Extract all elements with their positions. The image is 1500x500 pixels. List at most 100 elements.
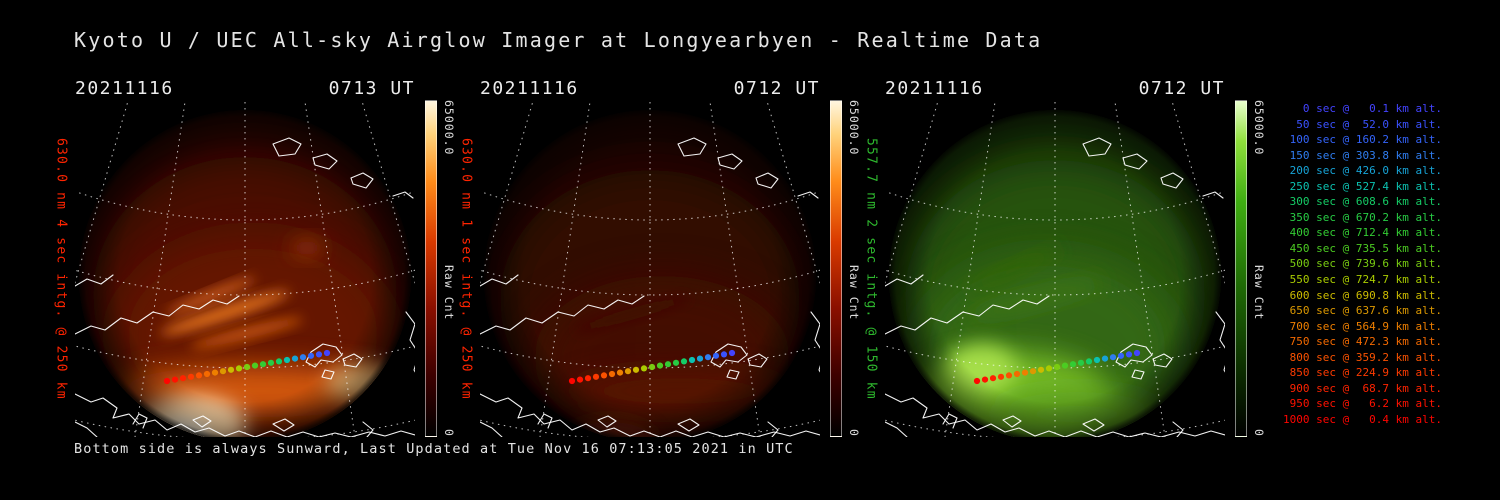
wavelength-label: 557.7 nm 2 sec intg. @ 150 km (861, 100, 881, 437)
wavelength-label: 630.0 nm 4 sec intg. @ 250 km (51, 100, 71, 437)
panel-date: 20211116 (480, 78, 579, 99)
colorbar (1235, 100, 1247, 437)
trajectory-dot (640, 365, 648, 372)
page-title: Kyoto U / UEC All-sky Airglow Imager at … (74, 28, 1043, 52)
trajectory-dot (203, 370, 211, 378)
trajectory-dot (275, 358, 283, 365)
trajectory-dot (1013, 370, 1021, 378)
trajectory-dot (720, 351, 728, 358)
trajectory-dot (227, 366, 235, 373)
trajectory-dot (1029, 368, 1037, 375)
trajectory-dot (211, 369, 219, 376)
trajectory-dot (171, 376, 179, 383)
allsky-image-630nm-4sec (75, 100, 415, 437)
colorbar-title: Raw Cnt (847, 264, 861, 320)
legend-row: 750 sec @ 472.3 km alt. (1283, 335, 1442, 349)
trajectory-dot (1133, 349, 1141, 357)
trajectory-dot (592, 373, 600, 380)
trajectory-dot (672, 359, 680, 366)
trajectory-dot (195, 372, 203, 379)
legend-row: 250 sec @ 527.4 km alt. (1283, 179, 1442, 193)
trajectory-dot (1077, 359, 1085, 366)
trajectory-dot (315, 351, 323, 358)
trajectory-dot (981, 376, 989, 383)
trajectory-dot (1109, 354, 1117, 361)
trajectory-dot (648, 363, 656, 371)
legend-row: 800 sec @ 359.2 km alt. (1283, 350, 1442, 364)
wavelength-label-text: 630.0 nm 1 sec intg. @ 250 km (458, 137, 474, 400)
legend-row: 550 sec @ 724.7 km alt. (1283, 273, 1442, 287)
colorbar-max: 65000.0 (1252, 100, 1266, 156)
trajectory-dot (1093, 356, 1101, 364)
trajectory-dot (1101, 355, 1109, 362)
trajectory-dot (291, 355, 299, 362)
panel-630nm-4sec: 20211116 0713 UT 630.0 nm 4 sec intg. @ … (54, 78, 456, 459)
legend-row: 650 sec @ 637.6 km alt. (1283, 304, 1442, 318)
colorbar-title: Raw Cnt (442, 264, 456, 320)
trajectory-dot (704, 354, 712, 361)
trajectory (973, 349, 1141, 385)
panel-date: 20211116 (885, 78, 984, 99)
trajectory-dot (1069, 361, 1077, 368)
wavelength-label-text: 630.0 nm 4 sec intg. @ 250 km (53, 137, 69, 400)
panel-557nm-2sec: 20211116 0712 UT 557.7 nm 2 sec intg. @ … (864, 78, 1266, 459)
panel-time-ut: 0712 UT (1138, 78, 1225, 99)
colorbar (830, 100, 842, 437)
trajectory-dot (1037, 366, 1045, 373)
legend-row: 900 sec @ 68.7 km alt. (1283, 381, 1442, 395)
trajectory-dot (1021, 369, 1029, 376)
trajectory-dot (1053, 363, 1061, 371)
legend-row: 100 sec @ 160.2 km alt. (1283, 133, 1442, 147)
trajectory-dot (680, 358, 688, 365)
colorbar-labels: 65000.0 Raw Cnt 0 (847, 100, 861, 437)
trajectory-dot (251, 362, 259, 369)
colorbar-labels: 65000.0 Raw Cnt 0 (442, 100, 456, 437)
colorbar-min: 0 (847, 429, 861, 437)
colorbar-labels: 65000.0 Raw Cnt 0 (1252, 100, 1266, 437)
fisheye-vignette (484, 110, 816, 437)
panel-header: 20211116 0713 UT (75, 78, 415, 100)
legend-row: 850 sec @ 224.9 km alt. (1283, 366, 1442, 380)
allsky-image-557nm-2sec (885, 100, 1225, 437)
legend-row: 950 sec @ 6.2 km alt. (1283, 397, 1442, 411)
panel-time-ut: 0713 UT (328, 78, 415, 99)
trajectory-dot (568, 377, 576, 385)
trajectory-dot (688, 356, 696, 364)
trajectory-dot (307, 352, 315, 359)
colorbar-min: 0 (442, 429, 456, 437)
trajectory-dot (664, 361, 672, 368)
legend-row: 400 sec @ 712.4 km alt. (1283, 226, 1442, 240)
panel-header: 20211116 0712 UT (480, 78, 820, 100)
trajectory-dot (1117, 352, 1125, 359)
trajectory-dot (219, 368, 227, 375)
trajectory-dot (632, 366, 640, 373)
trajectory-dot (267, 359, 275, 366)
colorbar-max: 65000.0 (442, 100, 456, 156)
legend-row: 600 sec @ 690.8 km alt. (1283, 288, 1442, 302)
trajectory (568, 349, 736, 385)
trajectory-dot (728, 349, 736, 357)
trajectory-dot (1125, 351, 1133, 358)
fisheye-vignette (79, 110, 411, 437)
trajectory-dot (1045, 365, 1053, 372)
legend: 0 sec @ 0.1 km alt. 50 sec @ 52.0 km alt… (1283, 101, 1442, 427)
trajectory-dot (259, 361, 267, 368)
legend-row: 700 sec @ 564.9 km alt. (1283, 319, 1442, 333)
trajectory-dot (656, 362, 664, 369)
colorbar (425, 100, 437, 437)
legend-row: 150 sec @ 303.8 km alt. (1283, 148, 1442, 162)
legend-row: 500 sec @ 739.6 km alt. (1283, 257, 1442, 271)
legend-row: 50 sec @ 52.0 km alt. (1283, 117, 1442, 131)
panel-time-ut: 0712 UT (733, 78, 820, 99)
trajectory-dot (323, 349, 331, 357)
legend-row: 350 sec @ 670.2 km alt. (1283, 210, 1442, 224)
footer-status-text: Bottom side is always Sunward, Last Upda… (74, 441, 794, 457)
legend-row: 450 sec @ 735.5 km alt. (1283, 241, 1442, 255)
trajectory-dot (600, 372, 608, 379)
trajectory-dot (624, 368, 632, 375)
trajectory-dot (179, 375, 187, 382)
trajectory-dot (299, 354, 307, 361)
trajectory-dot (1005, 372, 1013, 379)
colorbar-title: Raw Cnt (1252, 264, 1266, 320)
